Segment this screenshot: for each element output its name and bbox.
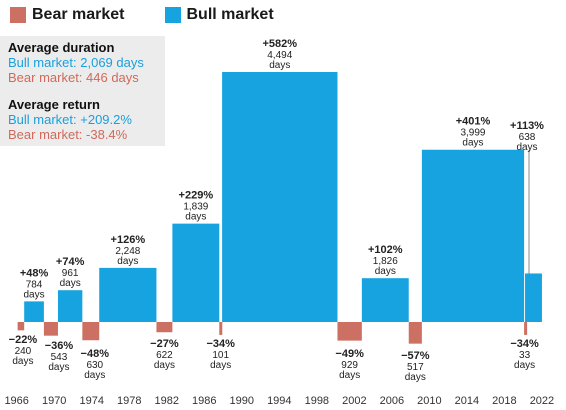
bear-days-unit: days (84, 370, 105, 381)
summary-box: Average duration Bull market: 2,069 days… (0, 36, 165, 146)
bear-return-label: −36% (45, 340, 74, 352)
x-tick-label: 1994 (267, 395, 291, 407)
bull-days-unit: days (375, 266, 396, 277)
bull-days-unit: days (23, 289, 44, 300)
bear-days-value: 33 (519, 350, 531, 361)
chart-legend: Bear market Bull market (10, 6, 314, 24)
bull-bar (57, 290, 83, 322)
x-tick-label: 2010 (417, 395, 441, 407)
bull-days-value: 3,999 (460, 128, 485, 139)
x-tick-label: 1990 (230, 395, 254, 407)
return-bear: Bear market: -38.4% (8, 127, 128, 142)
bear-days-value: 929 (341, 360, 358, 371)
bull-return-label: +126% (111, 234, 146, 246)
bull-return-label: +401% (456, 116, 491, 128)
bear-days-unit: days (210, 360, 231, 371)
bull-return-label: +582% (262, 38, 297, 50)
bear-days-value: 101 (212, 350, 229, 361)
bull-days-unit: days (269, 60, 290, 71)
x-tick-label: 2022 (530, 395, 554, 407)
return-bull: Bull market: +209.2% (8, 112, 132, 127)
x-tick-label: 1974 (79, 395, 103, 407)
bull-return-label: +74% (56, 256, 85, 268)
duration-heading: Average duration (8, 40, 115, 55)
bear-days-unit: days (339, 370, 360, 381)
x-tick-label: 1966 (4, 395, 28, 407)
bull-bar (24, 301, 44, 322)
bear-days-value: 622 (156, 350, 173, 361)
bull-days-unit: days (462, 138, 483, 149)
bear-return-label: −57% (401, 350, 430, 362)
bull-days-value: 4,494 (267, 50, 292, 61)
legend-item-bear: Bear market (10, 6, 125, 24)
x-tick-label: 2018 (492, 395, 516, 407)
bull-bar (99, 267, 157, 322)
bull-days-value: 1,826 (373, 256, 398, 267)
bull-days-unit: days (516, 142, 537, 153)
bull-days-value: 961 (62, 268, 79, 279)
bull-return-label: +102% (368, 244, 403, 256)
bull-bar (421, 149, 525, 322)
bear-return-label: −22% (9, 334, 38, 346)
bear-days-unit: days (48, 362, 69, 373)
legend-swatch-bull (164, 7, 181, 23)
x-tick-label: 1982 (155, 395, 179, 407)
duration-bull: Bull market: 2,069 days (8, 55, 144, 70)
bear-bar (43, 322, 58, 336)
bear-bar (524, 322, 528, 335)
bull-days-unit: days (60, 278, 81, 289)
bear-bar (219, 322, 223, 335)
bull-days-unit: days (185, 212, 206, 223)
bear-bar (408, 322, 422, 344)
bull-bar (361, 278, 409, 322)
bull-bar (222, 72, 338, 322)
bull-days-value: 784 (26, 279, 43, 290)
bull-return-label: +113% (510, 120, 544, 132)
bull-return-label: +229% (179, 190, 214, 202)
bull-days-value: 2,248 (115, 246, 140, 257)
bear-days-unit: days (12, 356, 33, 367)
bear-days-value: 240 (15, 346, 32, 357)
legend-item-bull: Bull market (164, 6, 274, 24)
bear-days-value: 630 (86, 360, 103, 371)
bull-days-value: 638 (519, 132, 536, 143)
x-tick-label: 2002 (342, 395, 366, 407)
bull-return-label: +48% (20, 267, 49, 279)
bull-bar (172, 223, 220, 322)
return-heading: Average return (8, 97, 100, 112)
bear-return-label: −34% (206, 338, 235, 350)
bear-days-value: 517 (407, 362, 424, 373)
bear-return-label: −48% (81, 348, 110, 360)
bull-days-unit: days (117, 256, 138, 267)
bear-bar (82, 322, 100, 341)
x-tick-label: 1978 (117, 395, 141, 407)
bear-bar (17, 322, 25, 331)
bear-days-unit: days (405, 372, 426, 383)
bull-days-value: 1,839 (183, 202, 208, 213)
bear-days-value: 543 (51, 352, 68, 363)
x-tick-label: 2014 (455, 395, 479, 407)
bear-days-unit: days (514, 360, 535, 371)
bull-bar (525, 273, 542, 322)
legend-label-bear: Bear market (32, 6, 125, 23)
x-tick-label: 2006 (380, 395, 404, 407)
bear-return-label: −27% (150, 338, 179, 350)
legend-label-bull: Bull market (186, 6, 274, 23)
bear-days-unit: days (154, 360, 175, 371)
bear-return-label: −49% (335, 348, 364, 360)
bear-return-label: −34% (510, 338, 539, 350)
bear-bar (156, 322, 173, 333)
x-tick-label: 1986 (192, 395, 216, 407)
x-tick-label: 1998 (305, 395, 329, 407)
duration-bear: Bear market: 446 days (8, 70, 139, 85)
x-tick-label: 1970 (42, 395, 66, 407)
bear-bar (337, 322, 362, 341)
legend-swatch-bear (10, 7, 26, 23)
